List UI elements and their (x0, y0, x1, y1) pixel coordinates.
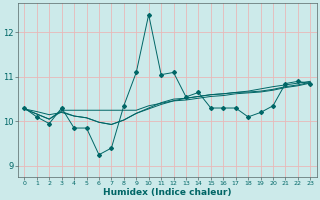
X-axis label: Humidex (Indice chaleur): Humidex (Indice chaleur) (103, 188, 232, 197)
